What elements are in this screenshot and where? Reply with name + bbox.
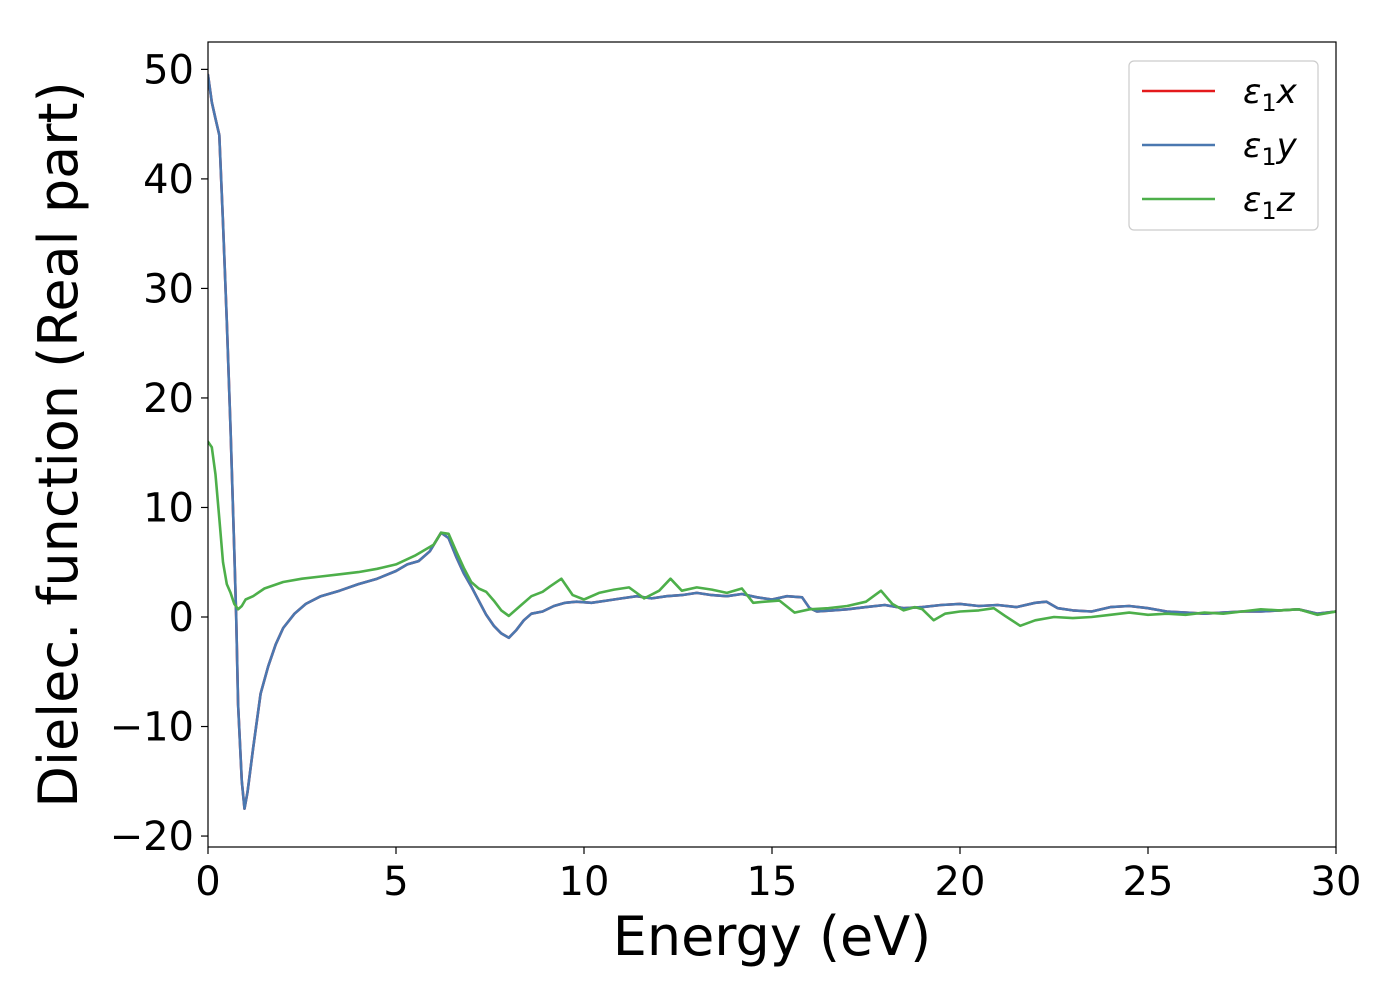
y-tick-label: 50 — [143, 47, 194, 93]
legend-label-y: ε1y — [1243, 126, 1298, 171]
legend-subscript: 1 — [1261, 197, 1276, 225]
legend-label-z: ε1z — [1243, 180, 1296, 225]
legend-component: y — [1276, 126, 1298, 166]
series-line-y — [208, 73, 1336, 810]
x-axis-title: Energy (eV) — [613, 905, 932, 968]
legend-component: z — [1276, 180, 1296, 220]
x-tick-label: 20 — [935, 859, 986, 905]
y-tick-label: 0 — [169, 595, 194, 641]
y-tick-label: −10 — [110, 705, 194, 751]
legend-subscript: 1 — [1261, 143, 1276, 171]
y-axis-title: Dielec. function (Real part) — [27, 81, 90, 807]
x-tick-label: 5 — [383, 859, 408, 905]
y-tick-label: −20 — [110, 814, 194, 860]
y-tick-label: 30 — [143, 266, 194, 312]
x-tick-label: 25 — [1123, 859, 1174, 905]
x-tick-label: 0 — [195, 859, 220, 905]
legend-component: x — [1276, 72, 1298, 112]
y-tick-label: 10 — [143, 485, 194, 531]
y-tick-label: 20 — [143, 376, 194, 422]
x-tick-label: 15 — [747, 859, 798, 905]
legend-symbol: ε — [1243, 180, 1261, 220]
x-axis-ticks: 0 5 10 15 20 25 30 — [195, 847, 1361, 905]
legend-box — [1128, 60, 1319, 231]
legend-symbol: ε — [1243, 72, 1261, 112]
y-axis-ticks: −20 −10 0 10 20 30 40 50 — [110, 47, 208, 860]
legend-subscript: 1 — [1261, 89, 1276, 117]
series-line-z — [208, 440, 1336, 628]
x-tick-label: 30 — [1311, 859, 1362, 905]
x-tick-label: 10 — [559, 859, 610, 905]
y-tick-label: 40 — [143, 157, 194, 203]
plot-lines — [208, 73, 1336, 810]
legend-symbol: ε — [1243, 126, 1261, 166]
legend-label-x: ε1x — [1243, 72, 1298, 117]
